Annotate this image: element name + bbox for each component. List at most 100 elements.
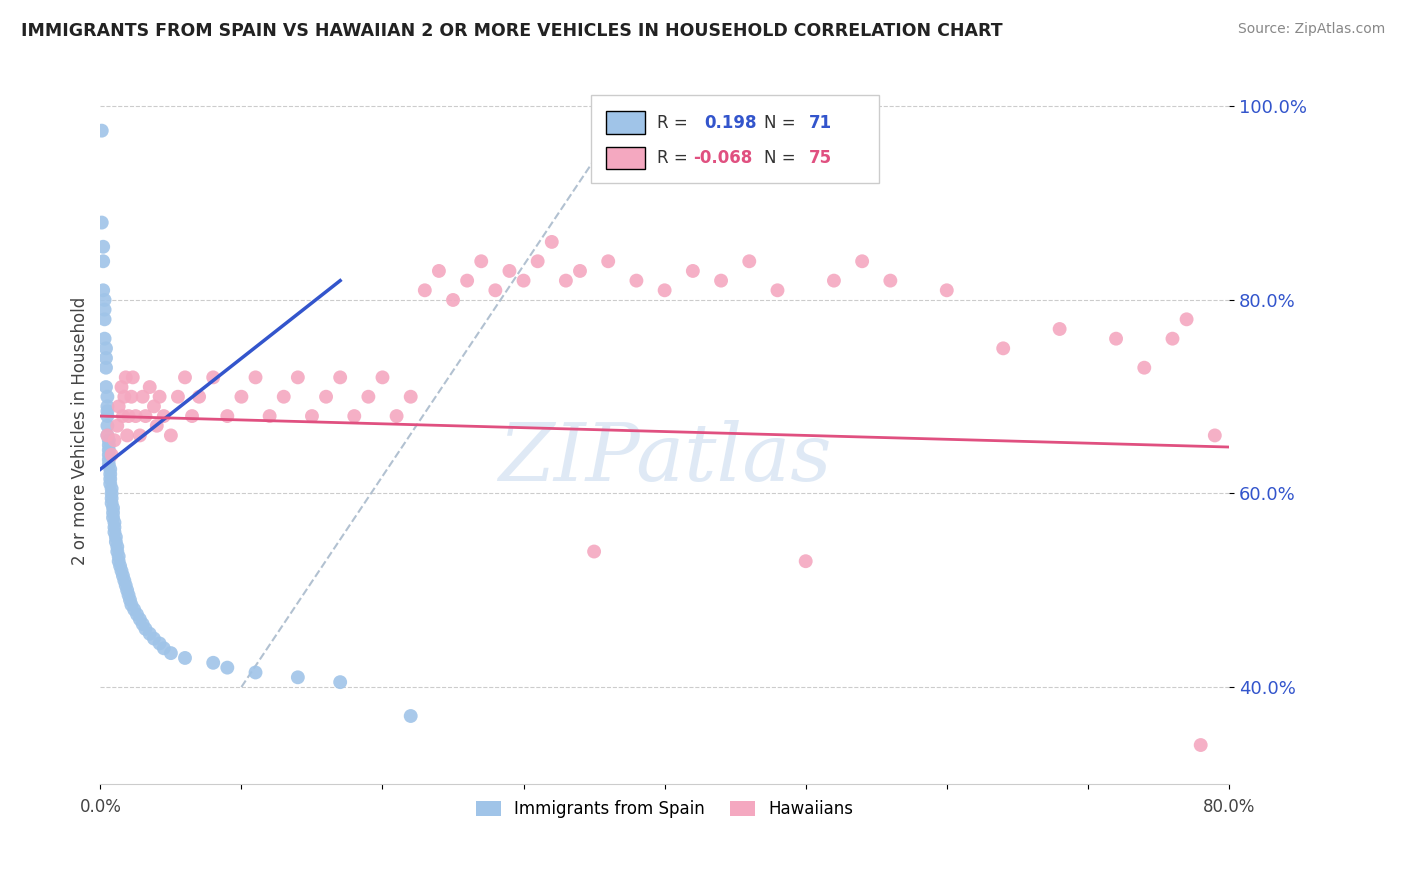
Point — [104, 534, 127, 549]
Point — [114, 578, 136, 592]
Text: ZIPatlas: ZIPatlas — [498, 420, 831, 498]
Point — [128, 428, 150, 442]
Point — [766, 283, 789, 297]
Point — [879, 274, 901, 288]
Point — [93, 312, 115, 326]
Point — [315, 390, 337, 404]
Point — [167, 390, 190, 404]
Point — [138, 627, 160, 641]
Point — [134, 622, 156, 636]
Point — [526, 254, 548, 268]
Point — [413, 283, 436, 297]
Point — [143, 632, 166, 646]
Text: 0.0%: 0.0% — [79, 798, 121, 816]
Point — [107, 549, 129, 564]
Point — [287, 370, 309, 384]
Point — [138, 380, 160, 394]
Point — [108, 559, 131, 574]
Text: N =: N = — [763, 149, 796, 167]
Point — [105, 544, 128, 558]
Point — [1161, 332, 1184, 346]
Point — [583, 544, 606, 558]
Point — [149, 390, 172, 404]
FancyBboxPatch shape — [606, 112, 645, 134]
Point — [512, 274, 534, 288]
FancyBboxPatch shape — [606, 146, 645, 169]
Point — [101, 500, 124, 515]
Point — [654, 283, 676, 297]
Point — [160, 428, 183, 442]
Point — [93, 332, 115, 346]
Legend: Immigrants from Spain, Hawaiians: Immigrants from Spain, Hawaiians — [470, 794, 860, 825]
Point — [217, 660, 239, 674]
Point — [103, 525, 125, 540]
Point — [100, 496, 122, 510]
Point — [153, 409, 176, 423]
Point — [935, 283, 957, 297]
Point — [96, 390, 118, 404]
Point — [146, 418, 169, 433]
Point — [94, 342, 117, 356]
Point — [794, 554, 817, 568]
Point — [107, 400, 129, 414]
Point — [1105, 332, 1128, 346]
Point — [441, 293, 464, 307]
Point — [98, 472, 121, 486]
Point — [90, 216, 112, 230]
Point — [96, 409, 118, 423]
FancyBboxPatch shape — [592, 95, 879, 184]
Point — [1133, 360, 1156, 375]
Point — [115, 428, 138, 442]
Point — [498, 264, 520, 278]
Point — [97, 438, 120, 452]
Point — [682, 264, 704, 278]
Point — [107, 554, 129, 568]
Point — [181, 409, 204, 423]
Point — [131, 390, 153, 404]
Point — [97, 452, 120, 467]
Point — [131, 617, 153, 632]
Point — [97, 434, 120, 448]
Point — [100, 448, 122, 462]
Text: N =: N = — [763, 113, 796, 132]
Point — [343, 409, 366, 423]
Point — [112, 390, 135, 404]
Point — [112, 574, 135, 588]
Point — [143, 400, 166, 414]
Point — [122, 602, 145, 616]
Point — [91, 254, 114, 268]
Point — [1049, 322, 1071, 336]
Point — [96, 400, 118, 414]
Point — [1189, 738, 1212, 752]
Point — [91, 240, 114, 254]
Point — [93, 302, 115, 317]
Point — [569, 264, 592, 278]
Point — [160, 646, 183, 660]
Text: 0.198: 0.198 — [704, 113, 756, 132]
Point — [357, 390, 380, 404]
Point — [188, 390, 211, 404]
Point — [598, 254, 620, 268]
Text: 75: 75 — [808, 149, 832, 167]
Point — [114, 370, 136, 384]
Point — [104, 530, 127, 544]
Point — [118, 593, 141, 607]
Point — [97, 458, 120, 472]
Point — [105, 540, 128, 554]
Point — [174, 651, 197, 665]
Point — [93, 293, 115, 307]
Point — [120, 390, 142, 404]
Point — [231, 390, 253, 404]
Point — [149, 636, 172, 650]
Point — [111, 409, 134, 423]
Point — [96, 428, 118, 442]
Point — [90, 123, 112, 137]
Point — [710, 274, 733, 288]
Point — [100, 482, 122, 496]
Point — [94, 351, 117, 365]
Point — [385, 409, 408, 423]
Point — [399, 390, 422, 404]
Point — [103, 516, 125, 530]
Point — [1175, 312, 1198, 326]
Point — [851, 254, 873, 268]
